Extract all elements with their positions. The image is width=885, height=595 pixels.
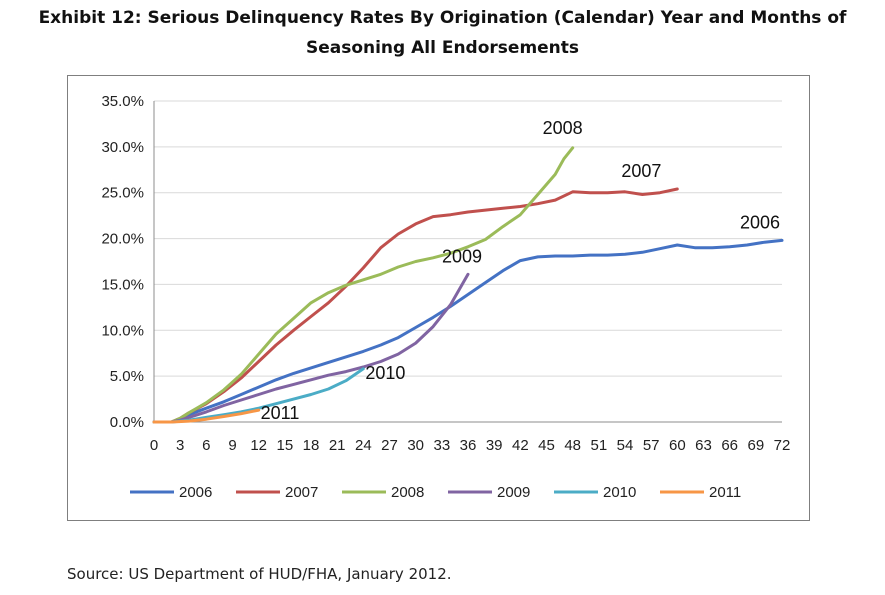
y-tick-label: 30.0%	[101, 139, 144, 156]
x-tick-label: 15	[276, 437, 293, 454]
x-tick-label: 24	[355, 437, 372, 454]
chart-title-line-2: Seasoning All Endorsements	[305, 38, 580, 58]
legend-label-2008: 2008	[391, 484, 424, 501]
y-tick-label: 35.0%	[101, 93, 144, 110]
series-line-2011	[152, 408, 261, 424]
line-chart: 0.0% 5.0% 10.0% 15.0% 20.0% 25.0% 30.0% 35.0% 0 3…	[101, 93, 791, 501]
x-tick-label: 27	[381, 437, 398, 454]
x-tick-label: 30	[407, 437, 424, 454]
x-tick-label: 0	[150, 437, 158, 454]
chart-area: 0.0% 5.0% 10.0% 15.0% 20.0% 25.0% 30.0% 35.0% 0 3…	[67, 75, 810, 521]
y-tick-label: 10.0%	[101, 322, 144, 339]
legend-label-2007: 2007	[285, 484, 318, 501]
legend-label-2009: 2009	[497, 484, 530, 501]
x-tick-label: 18	[303, 437, 320, 454]
x-tick-label: 72	[774, 437, 791, 454]
series-label-2008: 2008	[543, 118, 583, 138]
x-tick-label: 51	[590, 437, 607, 454]
x-tick-label: 42	[512, 437, 529, 454]
series-label-2011: 2011	[261, 403, 300, 423]
x-tick-label: 48	[564, 437, 581, 454]
x-tick-label: 12	[250, 437, 267, 454]
x-tick-label: 60	[669, 437, 686, 454]
x-tick-label: 54	[617, 437, 634, 454]
legend-label-2011: 2011	[709, 484, 741, 501]
x-tick-label: 45	[538, 437, 555, 454]
series-label-2006: 2006	[740, 212, 780, 232]
x-tick-label: 21	[329, 437, 346, 454]
series-label-2010: 2010	[365, 363, 405, 383]
series-label-2009: 2009	[442, 246, 482, 266]
x-tick-label: 9	[228, 437, 236, 454]
x-tick-label: 33	[433, 437, 450, 454]
y-tick-label: 5.0%	[110, 368, 144, 385]
series-line-2007	[152, 187, 679, 424]
x-tick-label: 36	[460, 437, 477, 454]
x-tick-label: 3	[176, 437, 184, 454]
x-tick-label: 69	[747, 437, 764, 454]
series-line-2009	[152, 272, 470, 424]
series-line-2008	[152, 146, 575, 424]
chart-title-line-1: Exhibit 12: Serious Delinquency Rates By…	[38, 8, 847, 28]
y-tick-label: 15.0%	[101, 276, 144, 293]
legend-label-2006: 2006	[179, 484, 212, 501]
source-note: Source: US Department of HUD/FHA, Januar…	[67, 565, 452, 583]
legend-label-2010: 2010	[603, 484, 636, 501]
x-tick-label: 39	[486, 437, 503, 454]
y-tick-label: 0.0%	[110, 414, 144, 431]
y-tick-label: 20.0%	[101, 231, 144, 248]
x-tick-label: 6	[202, 437, 210, 454]
y-tick-label: 25.0%	[101, 185, 144, 202]
x-tick-label: 66	[721, 437, 738, 454]
series-line-2006	[152, 238, 784, 424]
series-label-2007: 2007	[621, 161, 661, 181]
x-tick-label: 63	[695, 437, 712, 454]
x-tick-label: 57	[643, 437, 660, 454]
